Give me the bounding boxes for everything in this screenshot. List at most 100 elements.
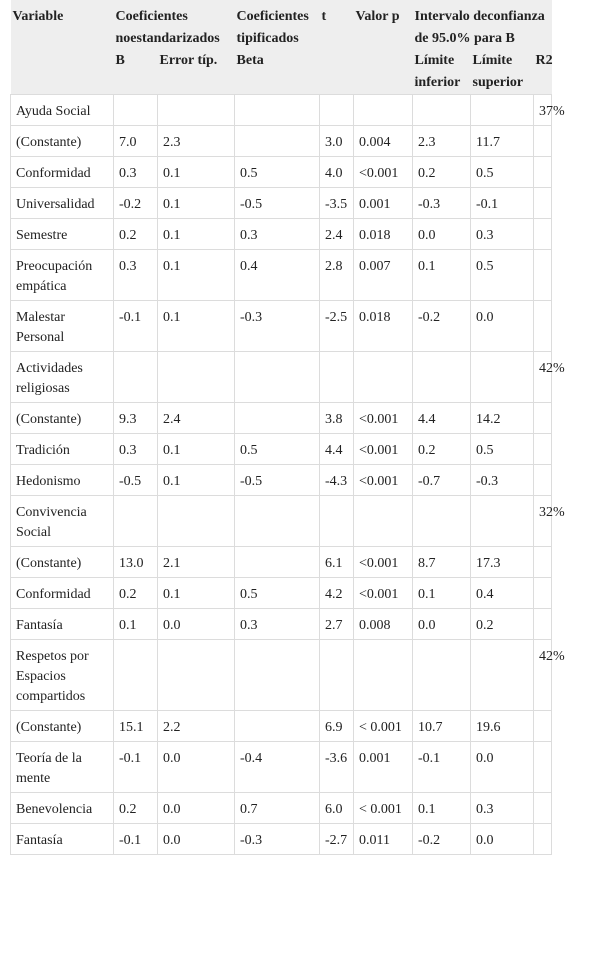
cell-limite-superior: 14.2 [470,402,535,434]
cell-b: 13.0 [113,546,158,578]
cell-error [156,94,236,126]
cell-error [156,639,236,711]
table-row: (Constante) 15.1 2.2 6.9 < 0.001 10.7 19.6 [10,710,553,742]
table-row: Fantasía -0.1 0.0 -0.3 -2.7 0.011 -0.2 0.0 [10,823,553,855]
header-variable-blank [11,50,114,95]
cell-valor-p: <0.001 [353,433,414,465]
cell-limite-superior [470,94,535,126]
cell-variable: Preocupación empática [10,249,114,301]
cell-beta: 0.7 [234,792,321,824]
header-limite-inferior: Límite inferior [414,53,461,90]
cell-variable: Tradición [10,433,114,465]
cell-variable: Teoría de la mente [10,741,114,793]
cell-r2 [533,402,553,434]
cell-beta: 0.5 [234,156,321,188]
header-t-blank [320,50,354,95]
table-header: Variable Coeficientes noestandarizados C… [10,0,553,95]
header-variable: Variable [12,9,64,24]
cell-variable: Conformidad [10,156,114,188]
cell-b: 0.3 [113,433,158,465]
cell-b: 0.1 [113,608,158,640]
header-b: B [115,53,125,68]
cell-b: 0.3 [113,249,158,301]
cell-limite-superior: 0.0 [470,741,535,793]
cell-beta [234,94,321,126]
cell-variable: Ayuda Social [10,94,114,126]
cell-limite-superior: 0.5 [470,156,535,188]
cell-t: 2.7 [319,608,355,640]
cell-limite-inferior: -0.2 [412,823,472,855]
cell-limite-superior: -0.1 [470,187,535,219]
cell-valor-p: 0.011 [353,823,414,855]
cell-variable: Universalidad [10,187,114,219]
cell-t: -4.3 [319,464,355,496]
cell-error: 0.1 [156,218,236,250]
cell-limite-inferior: -0.2 [412,300,472,352]
cell-r2: 42% [533,639,565,711]
cell-limite-inferior [412,495,472,547]
cell-limite-inferior: 0.0 [412,608,472,640]
cell-error: 0.0 [156,741,236,793]
cell-r2 [533,577,553,609]
cell-r2 [533,125,553,157]
cell-beta: 0.3 [234,608,321,640]
cell-r2 [533,156,553,188]
cell-t: 6.1 [319,546,355,578]
cell-error: 2.3 [156,125,236,157]
cell-t [319,639,355,711]
cell-r2 [533,187,553,219]
cell-r2 [533,218,553,250]
cell-t [319,351,355,403]
cell-beta: 0.5 [234,433,321,465]
cell-r2: 32% [533,495,565,547]
cell-beta: -0.5 [234,187,321,219]
table-row: (Constante) 13.0 2.1 6.1 <0.001 8.7 17.3 [10,546,553,578]
cell-valor-p: 0.001 [353,187,414,219]
cell-limite-inferior: 2.3 [412,125,472,157]
cell-variable: Convivencia Social [10,495,114,547]
cell-limite-inferior: 10.7 [412,710,472,742]
cell-r2 [533,741,553,793]
cell-error: 2.4 [156,402,236,434]
table-row: Ayuda Social 37% [10,94,565,126]
table-row: Fantasía 0.1 0.0 0.3 2.7 0.008 0.0 0.2 [10,608,553,640]
cell-valor-p: 0.008 [353,608,414,640]
table-row: Universalidad -0.2 0.1 -0.5 -3.5 0.001 -0.3 -0.… [10,187,553,219]
cell-error [156,495,236,547]
cell-limite-inferior: 0.1 [412,792,472,824]
cell-b: -0.1 [113,300,158,352]
table-row: Respetos por Espacios compartidos 42% [10,639,565,711]
cell-t: -2.5 [319,300,355,352]
cell-b [113,495,158,547]
cell-valor-p [353,495,414,547]
cell-t [319,495,355,547]
cell-error: 0.1 [156,156,236,188]
cell-b [113,351,158,403]
cell-valor-p: 0.001 [353,741,414,793]
cell-limite-superior: 0.2 [470,608,535,640]
table-body: Ayuda Social 37% (Constante) 7.0 2.3 3.0 0.004… [10,94,565,855]
header-intervalo: Intervalo deconfianza de 95.0% para B [414,9,545,46]
cell-limite-inferior: -0.3 [412,187,472,219]
cell-valor-p: <0.001 [353,156,414,188]
cell-limite-inferior [412,639,472,711]
header-beta: Beta [236,53,264,68]
table-row: (Constante) 9.3 2.4 3.8 <0.001 4.4 14.2 [10,402,553,434]
cell-b [113,94,158,126]
header-coef-no-std: Coeficientes noestandarizados [115,9,220,46]
cell-b: 0.2 [113,218,158,250]
table-row: Preocupación empática 0.3 0.1 0.4 2.8 0.007 0.… [10,249,553,301]
cell-limite-superior: 19.6 [470,710,535,742]
cell-beta [234,639,321,711]
cell-variable: Semestre [10,218,114,250]
cell-b [113,639,158,711]
cell-limite-inferior: 0.1 [412,249,472,301]
cell-t: 3.0 [319,125,355,157]
cell-limite-inferior [412,94,472,126]
cell-t: 4.0 [319,156,355,188]
table-row: Actividades religiosas 42% [10,351,565,403]
cell-valor-p: <0.001 [353,402,414,434]
cell-limite-superior [470,639,535,711]
cell-t: 6.9 [319,710,355,742]
cell-valor-p: 0.018 [353,218,414,250]
